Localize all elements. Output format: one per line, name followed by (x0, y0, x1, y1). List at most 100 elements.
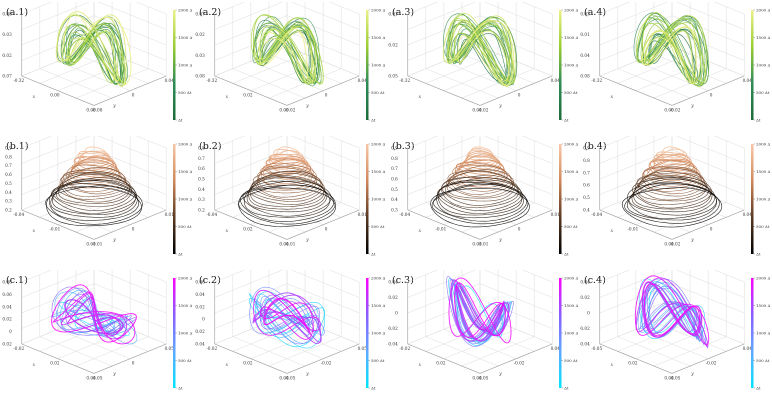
x-tick-label: -0.32 (206, 78, 217, 83)
x-axis-label: x (419, 362, 422, 367)
trajectory-line (238, 187, 336, 227)
colorbar (751, 10, 754, 120)
y-tick-label: 0.05 (358, 346, 368, 351)
x-axis-label: x (611, 362, 614, 367)
trajectory-line (66, 164, 122, 189)
trajectory-group (238, 146, 336, 227)
z-tick-label: 0.01 (388, 12, 398, 17)
colorbar-tick-label: 1500 Δt (564, 303, 578, 308)
z-tick-label: 0.04 (580, 280, 590, 285)
colorbar-tick-label: 1500 Δt (371, 169, 385, 174)
trajectory-line (263, 297, 311, 330)
z-tick-label: -0.04 (195, 342, 205, 347)
colorbar-tick-label: Δt (564, 118, 569, 123)
trajectory-line (643, 283, 701, 337)
trajectory-line (66, 31, 115, 83)
z-tick-label: 0 (9, 329, 12, 334)
z-tick-label: 0.8 (391, 156, 398, 161)
chart-panel-c.2: (c.2)0.060.040.020-0.02-0.04z-0.020.020.… (195, 270, 385, 402)
trajectory-line (253, 289, 321, 336)
trajectory-line (457, 30, 510, 82)
colorbar (366, 278, 369, 388)
trajectory-group (55, 11, 132, 88)
axes-box (599, 270, 745, 374)
colorbar-tick-label: 2000 Δt (564, 8, 578, 13)
z-tick-label: 0.02 (195, 304, 205, 309)
y-axis-label: y (498, 371, 502, 376)
trajectory-line (58, 172, 130, 204)
z-tick-label: 0.3 (391, 208, 398, 213)
trajectory-line (51, 284, 137, 343)
trajectory-line (56, 174, 132, 207)
y-tick-label: -0.02 (514, 361, 525, 366)
trajectory-line (248, 176, 326, 210)
colorbar-tick-label: Δt (371, 118, 376, 123)
y-axis-label: y (690, 371, 694, 376)
panel-label: (b.4) (584, 141, 607, 152)
colorbar-tick-label: 500 Δt (178, 358, 192, 363)
z-tick-label: 0.07 (195, 12, 205, 17)
x-tick-label: -0.02 (399, 346, 410, 351)
plot-svg-a.1: (a.1)0.080.03-0.02-0.07z-0.320.000.08x-0… (2, 2, 192, 123)
y-tick-label: 0 (132, 361, 135, 366)
colorbar-tick-label: 2000 Δt (564, 276, 578, 281)
x-axis-label: x (33, 362, 36, 367)
panel-label: (c.1) (6, 275, 28, 286)
z-tick-label: -0.05 (388, 74, 398, 79)
panel-label: (a.3) (392, 7, 414, 18)
trajectory-line (646, 160, 698, 183)
z-tick-label: 0.9 (5, 146, 12, 151)
z-tick-label: 0.9 (391, 146, 398, 151)
colorbar-tick-label: 1000 Δt (564, 197, 578, 202)
z-tick-label: -0.01 (580, 32, 590, 37)
x-tick-label: -0.32 (13, 78, 24, 83)
y-tick-label: -0.02 (285, 107, 296, 112)
trajectory-line (259, 27, 317, 82)
trajectory-line (454, 282, 506, 338)
trajectory-line (77, 152, 111, 166)
trajectory-line (265, 155, 309, 174)
trajectory-group (621, 146, 723, 228)
trajectory-line (621, 187, 723, 228)
x-tick-label: 0.09 (279, 107, 289, 112)
y-tick-label: -0.05 (285, 375, 296, 380)
z-tick-label: -0.08 (195, 74, 205, 79)
z-tick-label: 0.2 (5, 208, 12, 213)
chart-panel-a.3: (a.3)0.01-0.02-0.05z-0.320.04x-0.0200.04… (388, 2, 578, 134)
trajectory-line (249, 286, 325, 336)
x-tick-label: 0.00 (664, 107, 674, 112)
z-tick-label: 0.8 (583, 158, 590, 163)
x-tick-label: 0.04 (279, 375, 289, 380)
panel-label: (a.1) (6, 7, 28, 18)
axes-box (407, 2, 553, 106)
z-tick-label: 0.2 (198, 208, 205, 213)
trajectory-line (45, 185, 143, 225)
y-axis-label: y (305, 103, 309, 108)
x-tick-label: -0.01 (50, 227, 61, 232)
trajectory-line (260, 162, 314, 186)
z-tick-label: 0.9 (583, 146, 590, 151)
x-tick-label: 0.02 (628, 361, 638, 366)
colorbar-tick-label: Δt (371, 252, 376, 257)
z-tick-label: 0.04 (2, 304, 12, 309)
trajectory-line (238, 184, 336, 225)
trajectory-group (634, 275, 710, 349)
z-tick-label: -0.08 (580, 74, 590, 79)
colorbar-tick-label: 500 Δt (371, 224, 385, 229)
plot-svg-c.2: (c.2)0.060.040.020-0.02-0.04z-0.020.020.… (195, 270, 385, 391)
z-tick-label: 0.02 (580, 295, 590, 300)
y-tick-label: 0.01 (165, 212, 175, 217)
trajectory-line (46, 186, 142, 227)
x-axis-label: x (226, 94, 229, 99)
x-tick-label: -0.01 (436, 227, 447, 232)
y-tick-label: 0.04 (165, 78, 175, 83)
x-tick-label: 0.02 (243, 93, 253, 98)
trajectory-line (635, 174, 709, 205)
z-tick-label: 0.06 (2, 292, 12, 297)
trajectory-line (447, 169, 513, 199)
trajectory-line (441, 176, 519, 208)
z-tick-label: 0.03 (580, 12, 590, 17)
trajectory-line (430, 187, 530, 228)
axes-box (214, 136, 360, 240)
z-tick-label: -0.02 (195, 329, 205, 334)
